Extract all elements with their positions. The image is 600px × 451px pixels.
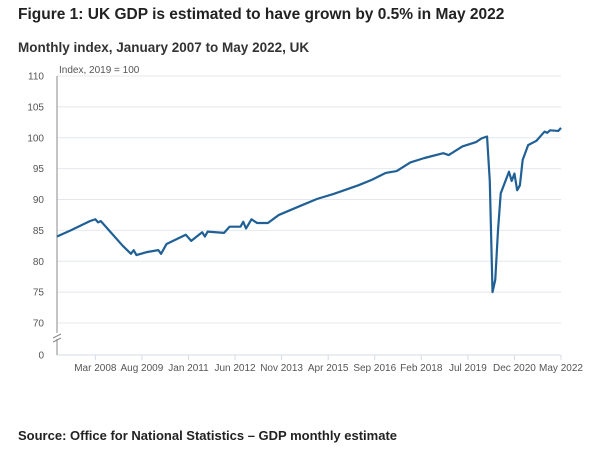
y-tick-label: 90 [33,195,45,206]
y-tick-label: 95 [33,164,45,175]
axis-break-mark [52,337,62,343]
x-tick-label: Jun 2012 [214,363,256,374]
x-tick-label: Jan 2011 [168,363,209,374]
x-tick-label: Apr 2015 [308,363,349,374]
source-note: Source: Office for National Statistics –… [18,428,398,443]
x-tick-label: Dec 2020 [493,363,536,374]
y-tick-label: 75 [33,288,45,299]
y-tick-label: 110 [28,72,44,83]
x-tick-label: Nov 2013 [260,363,303,374]
x-tick-label: Mar 2008 [74,363,117,374]
y-tick-label: 100 [27,133,44,144]
chart-title: Figure 1: UK GDP is estimated to have gr… [18,6,505,23]
x-tick-label: Jul 2019 [449,363,487,374]
y-tick-label: 0 [38,351,44,362]
axis-break-mark [52,333,62,339]
x-tick-label: May 2022 [539,363,583,374]
y-tick-label: 70 [33,319,45,330]
y-axis-label: Index, 2019 = 100 [59,65,140,76]
y-tick-label: 80 [33,257,45,268]
chart-subtitle: Monthly index, January 2007 to May 2022,… [18,40,310,55]
y-tick-label: 105 [27,102,44,113]
gdp-series-line [56,127,562,294]
x-tick-label: Aug 2009 [120,363,163,374]
x-tick-label: Feb 2018 [400,363,443,374]
x-tick-label: Sep 2016 [353,363,396,374]
y-tick-label: 85 [33,226,45,237]
